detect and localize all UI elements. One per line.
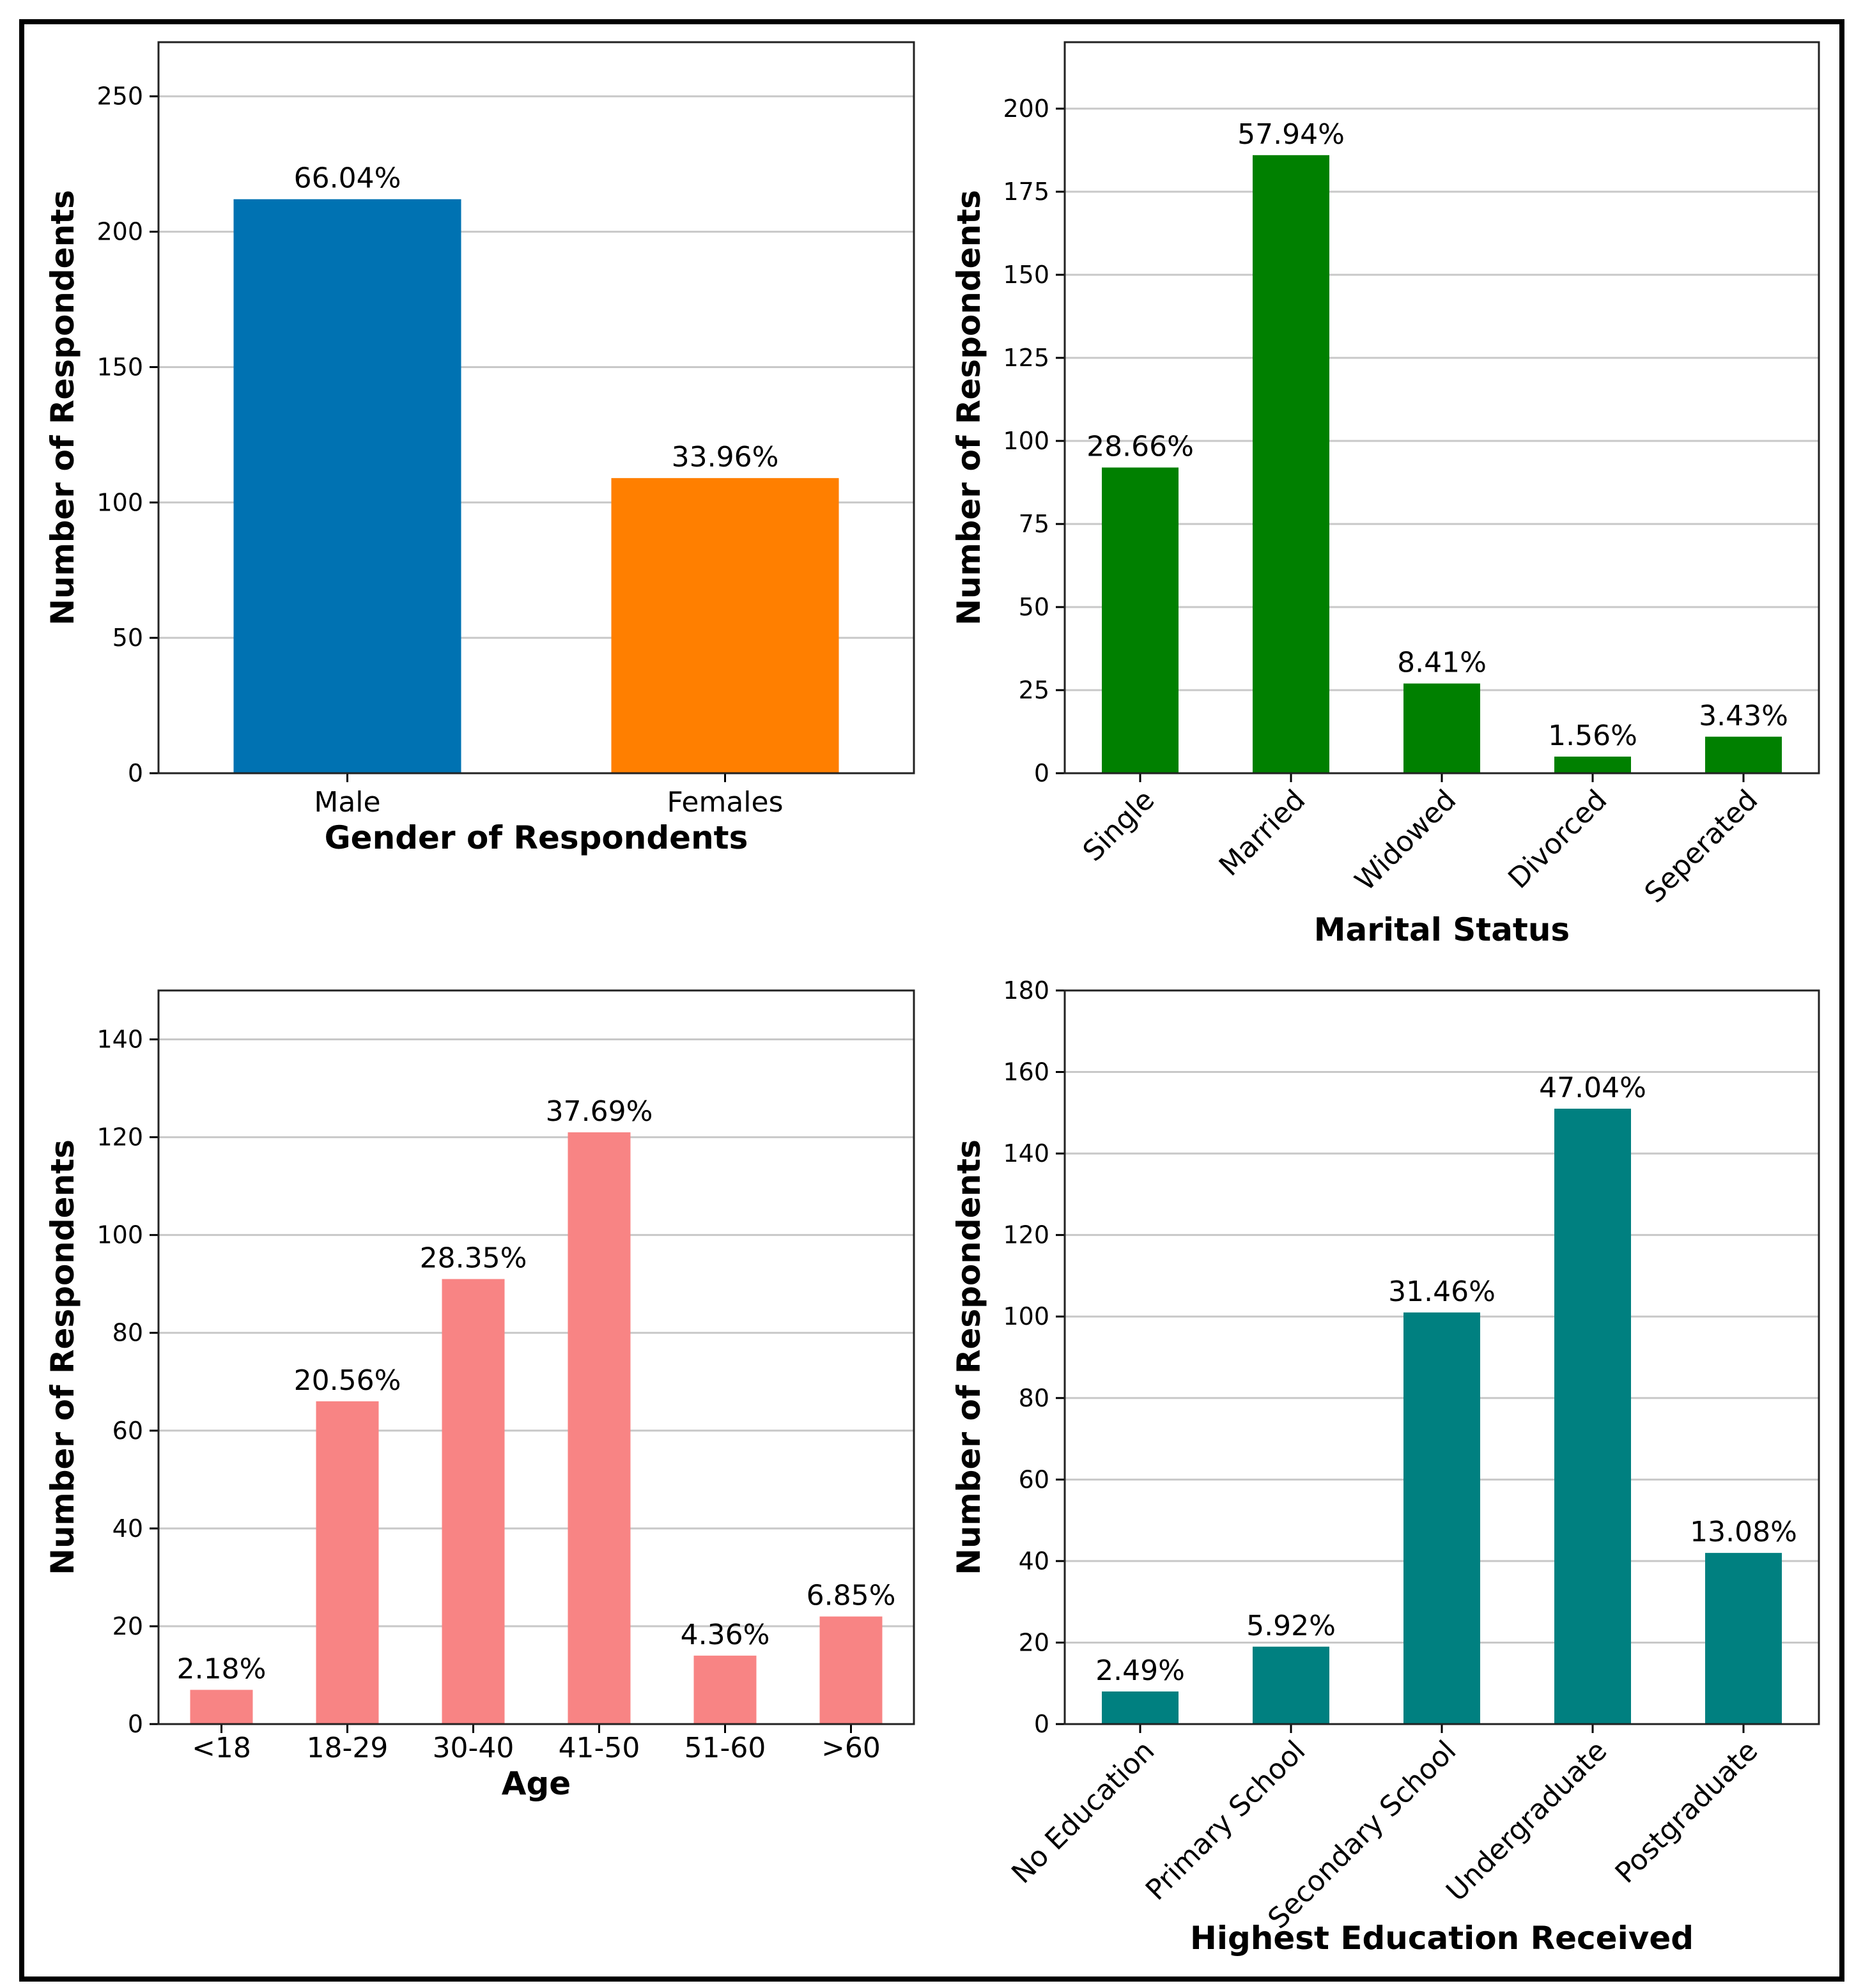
value-label-divorced: 1.56% xyxy=(1548,720,1637,752)
y-axis-title: Number of Respondents xyxy=(44,1139,81,1575)
y-tick-label: 100 xyxy=(1003,1302,1049,1330)
value-label-under-18: 2.18% xyxy=(177,1653,267,1685)
value-label-postgraduate: 13.08% xyxy=(1690,1516,1797,1548)
value-label-18-29: 20.56% xyxy=(294,1364,401,1397)
y-tick-label: 125 xyxy=(1003,344,1049,372)
y-tick-label: 20 xyxy=(112,1612,143,1640)
value-label-undergraduate: 47.04% xyxy=(1539,1072,1646,1104)
y-tick-label: 120 xyxy=(1003,1221,1049,1249)
bar-secondary-school xyxy=(1403,1312,1480,1724)
plot-frame xyxy=(1063,41,1820,774)
y-axis-title: Number of Respondents xyxy=(44,190,81,626)
plot-frame xyxy=(157,989,915,1725)
bar-51-60 xyxy=(693,1655,757,1724)
y-tick-label: 40 xyxy=(112,1514,143,1543)
gender-chart: 0 50 100 150 200 250 66.04% Male 33.96% FemalesGe… xyxy=(44,41,915,856)
age-chart: 0 20 40 60 80 100 120 140 2.18% <18 20.56% 18-29 28.… xyxy=(44,989,915,1802)
value-label-secondary-school: 31.46% xyxy=(1388,1275,1496,1308)
bar-married xyxy=(1253,155,1329,774)
y-tick-label: 0 xyxy=(1034,1710,1049,1738)
bar-under-18 xyxy=(190,1690,253,1724)
x-axis-title: Highest Education Received xyxy=(1190,1920,1694,1957)
category-label-females: Females xyxy=(667,786,783,819)
y-tick-label: 80 xyxy=(1019,1384,1049,1412)
value-label-primary-school: 5.92% xyxy=(1246,1610,1336,1642)
y-tick-label: 100 xyxy=(97,488,143,516)
y-tick-label: 20 xyxy=(1019,1628,1049,1656)
y-tick-label: 50 xyxy=(1019,593,1049,621)
y-tick-label: 0 xyxy=(128,759,143,787)
y-tick-label: 60 xyxy=(1019,1465,1049,1493)
value-label-male: 66.04% xyxy=(294,162,401,195)
x-axis-title: Marital Status xyxy=(1314,911,1570,948)
value-label-married: 57.94% xyxy=(1237,118,1345,151)
bar-females xyxy=(611,478,839,773)
y-tick-label: 175 xyxy=(1003,178,1049,206)
y-tick-label: 140 xyxy=(1003,1139,1049,1167)
y-tick-label: 180 xyxy=(1003,976,1049,1005)
y-tick-label: 25 xyxy=(1019,676,1049,704)
y-tick-label: 75 xyxy=(1019,510,1049,538)
value-label-single: 28.66% xyxy=(1086,431,1194,463)
bar-postgraduate xyxy=(1705,1553,1782,1724)
y-tick-label: 200 xyxy=(1003,95,1049,123)
y-tick-label: 60 xyxy=(112,1417,143,1445)
bar-seperated xyxy=(1705,736,1782,773)
y-tick-label: 40 xyxy=(1019,1547,1049,1575)
y-tick-label: 80 xyxy=(112,1319,143,1347)
bar-30-40 xyxy=(442,1279,505,1724)
bar-primary-school xyxy=(1253,1646,1329,1724)
y-tick-label: 250 xyxy=(97,82,143,111)
plot-frame xyxy=(157,41,915,774)
value-label-females: 33.96% xyxy=(672,441,779,474)
y-tick-label: 120 xyxy=(97,1123,143,1152)
category-label-under-18: <18 xyxy=(192,1732,251,1764)
category-label-30-40: 30-40 xyxy=(433,1732,514,1764)
bar-undergraduate xyxy=(1554,1108,1631,1724)
y-tick-label: 0 xyxy=(128,1710,143,1738)
x-axis-title: Gender of Respondents xyxy=(325,819,748,856)
bar-18-29 xyxy=(316,1401,379,1724)
y-tick-label: 150 xyxy=(1003,261,1049,289)
category-label-over-60: >60 xyxy=(821,1732,881,1764)
bar-single xyxy=(1102,467,1179,773)
y-tick-label: 160 xyxy=(1003,1058,1049,1086)
value-label-no-education: 2.49% xyxy=(1095,1654,1185,1687)
bar-no-education xyxy=(1102,1691,1179,1724)
y-axis-title: Number of Respondents xyxy=(950,1139,987,1575)
category-label-18-29: 18-29 xyxy=(307,1732,389,1764)
bar-widowed xyxy=(1403,683,1480,773)
y-tick-label: 150 xyxy=(97,353,143,381)
plot-frame xyxy=(1063,989,1820,1725)
y-axis-title: Number of Respondents xyxy=(950,190,987,626)
category-label-51-60: 51-60 xyxy=(684,1732,766,1764)
value-label-41-50: 37.69% xyxy=(546,1095,653,1128)
y-tick-label: 200 xyxy=(97,218,143,246)
value-label-widowed: 8.41% xyxy=(1397,647,1487,679)
category-label-41-50: 41-50 xyxy=(559,1732,640,1764)
bar-41-50 xyxy=(568,1132,631,1724)
bar-male xyxy=(233,199,461,773)
bar-over-60 xyxy=(819,1616,883,1724)
category-label-male: Male xyxy=(314,786,380,819)
y-tick-label: 100 xyxy=(1003,427,1049,455)
x-axis-title: Age xyxy=(502,1765,571,1802)
y-tick-label: 100 xyxy=(97,1221,143,1249)
value-label-over-60: 6.85% xyxy=(807,1580,896,1612)
y-tick-label: 140 xyxy=(97,1026,143,1054)
value-label-seperated: 3.43% xyxy=(1699,700,1788,732)
value-label-30-40: 28.35% xyxy=(420,1242,527,1275)
y-tick-label: 50 xyxy=(112,624,143,652)
value-label-51-60: 4.36% xyxy=(681,1619,770,1651)
y-tick-label: 0 xyxy=(1034,759,1049,787)
bar-divorced xyxy=(1554,757,1631,773)
